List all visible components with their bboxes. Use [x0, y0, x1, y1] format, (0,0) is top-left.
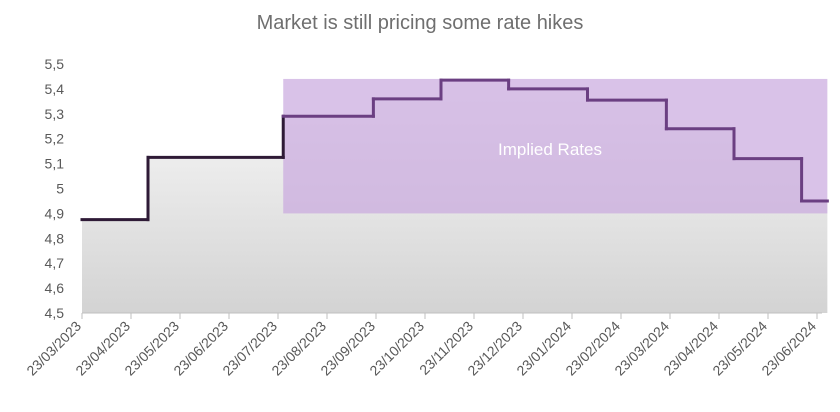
y-tick-label: 4,6	[45, 280, 65, 296]
y-tick-label: 5	[56, 181, 64, 197]
y-tick-label: 4,7	[45, 255, 65, 271]
y-tick-label: 4,8	[45, 230, 65, 246]
y-tick-label: 5,4	[45, 81, 65, 97]
y-tick-label: 5,2	[45, 131, 65, 147]
chart-title: Market is still pricing some rate hikes	[256, 12, 584, 34]
y-tick-label: 4,9	[45, 205, 65, 221]
implied-rates-label: Implied Rates	[498, 140, 602, 159]
axis-layer	[81, 312, 822, 319]
y-tick-label: 4,5	[45, 305, 65, 321]
y-tick-label: 5,3	[45, 106, 65, 122]
y-tick-label: 5,5	[45, 56, 65, 72]
line-layer	[80, 78, 829, 222]
y-tick-label: 5,1	[45, 156, 65, 172]
